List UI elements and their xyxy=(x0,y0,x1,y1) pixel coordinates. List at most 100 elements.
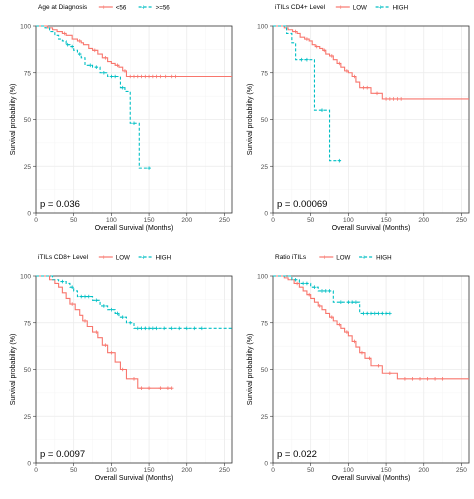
censor-mark xyxy=(173,74,178,79)
y-axis-title: Survival probability (%) xyxy=(247,334,254,406)
censor-mark xyxy=(143,326,148,331)
censor-mark xyxy=(102,304,106,308)
y-tick-label: 25 xyxy=(24,414,32,421)
censor-mark xyxy=(123,69,127,73)
censor-mark xyxy=(169,74,174,79)
censor-mark xyxy=(94,330,99,334)
censor-mark xyxy=(367,356,372,361)
censor-mark xyxy=(330,315,334,319)
censor-mark xyxy=(77,52,82,56)
survival-curve xyxy=(273,25,341,162)
censor-mark xyxy=(339,300,343,304)
km-panel-ratio: 0 25 50 75 100 0 50 100 150 200 250 Overall Surviva… xyxy=(237,250,474,499)
censor-mark xyxy=(169,386,174,390)
x-tick-label: 200 xyxy=(418,467,429,474)
censor-mark xyxy=(143,74,148,79)
legend-label: LOW xyxy=(336,254,350,261)
censor-mark xyxy=(375,91,379,96)
km-chart-cd8: 0 25 50 75 100 0 50 100 150 200 250 Overall Surviva… xyxy=(10,254,233,482)
series-0-group xyxy=(36,275,174,390)
censor-mark xyxy=(132,377,136,381)
series-0-group xyxy=(273,275,469,381)
censor-mark xyxy=(139,386,144,390)
x-axis-title: Overall Survival (Months) xyxy=(332,225,411,232)
censor-mark xyxy=(128,74,133,79)
censor-mark xyxy=(345,69,349,73)
x-tick-label: 100 xyxy=(106,467,117,474)
censor-mark xyxy=(120,315,125,319)
legend-censor-mark: + xyxy=(102,4,106,11)
censor-mark xyxy=(410,377,415,381)
censor-mark xyxy=(120,367,125,372)
censor-mark xyxy=(102,70,106,75)
legend-label: >=56 xyxy=(156,4,171,11)
censor-mark xyxy=(132,121,136,126)
legend-item: + HIGH xyxy=(375,4,408,11)
censor-mark xyxy=(132,74,136,79)
censor-mark xyxy=(94,65,99,69)
censor-mark xyxy=(147,386,151,390)
y-tick-label: 0 xyxy=(264,461,268,468)
x-tick-label: 0 xyxy=(34,467,38,474)
survival-curve xyxy=(36,25,151,169)
censor-mark xyxy=(299,57,304,62)
legend-censor-mark: + xyxy=(339,4,343,11)
censor-mark xyxy=(369,311,373,316)
x-tick-label: 50 xyxy=(70,467,78,474)
censor-mark xyxy=(384,97,388,101)
grid-lines xyxy=(272,275,469,464)
censor-mark xyxy=(158,74,163,79)
censor-mark xyxy=(425,377,430,381)
legend-title: Age at Diagnosis xyxy=(38,4,88,11)
legend-censor-mark: + xyxy=(142,4,146,11)
legend-censor-mark: + xyxy=(322,254,326,261)
series-1-group xyxy=(273,25,342,163)
legend-item: + HIGH xyxy=(359,254,392,261)
x-tick-label: 150 xyxy=(144,217,155,224)
km-chart-cd4: 0 25 50 75 100 0 50 100 150 200 250 Overall Surviva… xyxy=(247,4,470,232)
censor-mark xyxy=(70,285,74,290)
y-tick-label: 0 xyxy=(27,461,31,468)
censor-mark xyxy=(388,311,392,316)
censor-mark xyxy=(147,166,151,170)
legend-item: + LOW xyxy=(98,254,130,261)
censor-mark xyxy=(93,48,97,53)
y-tick-label: 25 xyxy=(261,414,269,421)
y-tick-label: 25 xyxy=(24,164,32,171)
censor-mark xyxy=(365,311,370,316)
censor-mark xyxy=(399,97,403,101)
censor-mark xyxy=(323,289,328,293)
censor-mark xyxy=(115,311,120,316)
km-chart-age: 0 25 50 75 100 0 50 100 150 200 250 Overall Surviva… xyxy=(10,4,233,232)
censor-mark xyxy=(388,371,392,376)
y-tick-label: 50 xyxy=(261,367,269,374)
censor-mark xyxy=(200,326,204,331)
censor-mark xyxy=(70,302,74,306)
y-tick-label: 75 xyxy=(24,70,32,77)
y-tick-label: 100 xyxy=(20,274,31,281)
y-axis-title: Survival probability (%) xyxy=(10,334,17,406)
series-1-group xyxy=(273,275,392,316)
legend-label: LOW xyxy=(116,254,130,261)
legend-censor-mark: + xyxy=(362,254,366,261)
censor-mark xyxy=(147,74,151,79)
x-tick-label: 250 xyxy=(219,217,230,224)
y-tick-label: 50 xyxy=(24,367,32,374)
legend-label: <56 xyxy=(116,4,127,11)
x-axis-title: Overall Survival (Months) xyxy=(95,475,174,482)
x-tick-label: 200 xyxy=(418,217,429,224)
legend-censor-mark: + xyxy=(379,4,383,11)
legend: iTILs CD8+ Level + LOW + HIGH xyxy=(38,254,171,261)
y-axis-title: Survival probability (%) xyxy=(247,84,254,156)
censor-mark xyxy=(62,31,67,36)
censor-mark xyxy=(354,300,358,304)
censor-mark xyxy=(384,311,388,316)
legend-item: + HIGH xyxy=(138,254,171,261)
censor-mark xyxy=(350,300,354,304)
x-tick-label: 250 xyxy=(456,217,467,224)
y-tick-label: 75 xyxy=(24,320,32,327)
x-tick-label: 50 xyxy=(70,217,78,224)
censor-mark xyxy=(128,320,133,325)
legend-title: iTILs CD4+ Level xyxy=(275,4,326,11)
censor-mark xyxy=(388,97,392,101)
